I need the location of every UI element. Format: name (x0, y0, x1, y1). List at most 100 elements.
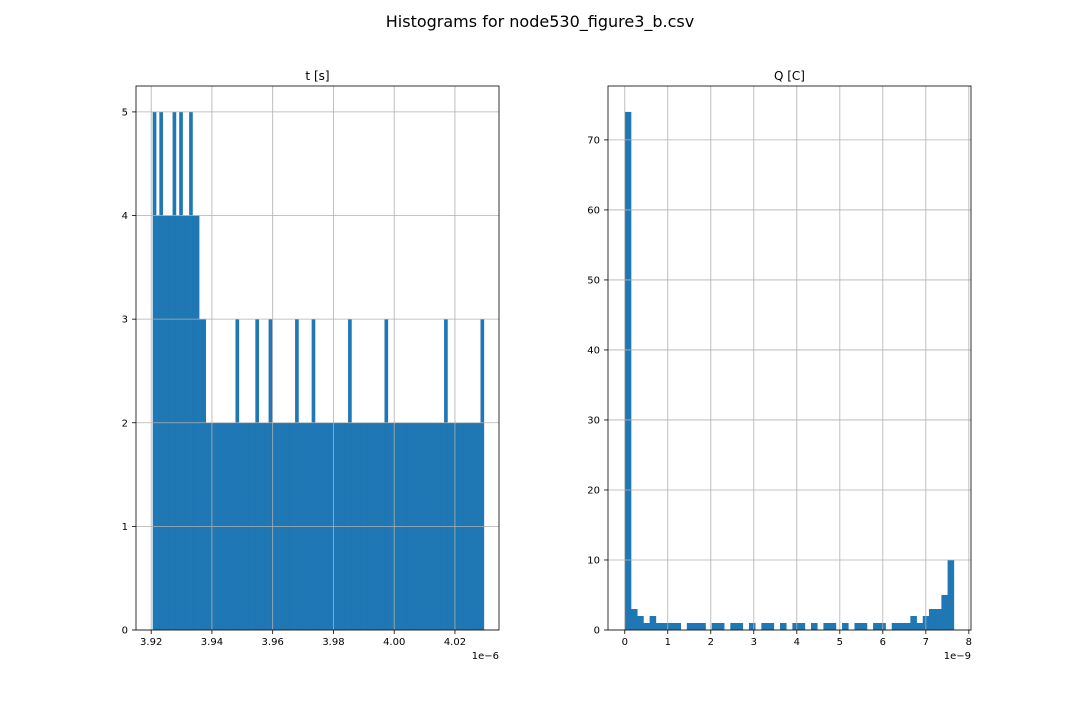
histogram-bar (655, 623, 663, 630)
histogram-bar (717, 623, 725, 630)
histogram-bar (172, 111, 177, 630)
histogram-bar (311, 319, 316, 630)
histogram-bar (935, 609, 942, 630)
histogram-bar (268, 319, 273, 630)
histogram-bar (444, 319, 448, 630)
histogram-bar (637, 616, 644, 630)
subplot-title-q: Q [C] (774, 69, 805, 83)
histogram-bar (860, 623, 868, 630)
histogram-bar (736, 623, 744, 630)
grid-q (608, 86, 971, 631)
histogram-bar (159, 111, 163, 630)
y-tick-label: 30 (587, 415, 600, 426)
x-tick-label: 3.94 (201, 637, 223, 648)
histogram-bar (199, 319, 203, 630)
y-tick-label: 70 (587, 135, 600, 146)
histogram-bar (674, 623, 681, 630)
histogram-bar (842, 623, 849, 630)
x-tick-label: 4.02 (444, 637, 466, 648)
histogram-bar (348, 319, 352, 630)
x-tick-label: 3.96 (262, 637, 284, 648)
y-tick-label: 1 (122, 522, 128, 533)
subplot-title-t: t [s] (305, 69, 329, 83)
histogram-bar (255, 319, 260, 630)
x-tick-label: 0 (622, 637, 628, 648)
histogram-bar (941, 594, 948, 630)
x-tick-label: 3.98 (322, 637, 344, 648)
histogram-bar (897, 623, 905, 630)
x-ticks-t: 3.92 3.94 3.96 3.98 4.00 4.02 (140, 630, 466, 648)
histogram-bar (767, 623, 775, 630)
histogram-bar (916, 623, 924, 630)
histogram-bar (711, 623, 719, 630)
axes-frame-t (135, 85, 500, 631)
histogram-bar (928, 609, 936, 630)
histogram-bar (662, 623, 669, 630)
histogram-bar (891, 623, 899, 630)
histogram-bar (798, 623, 806, 630)
y-ticks-t: 0 1 2 3 4 5 (122, 107, 136, 637)
x-tick-label: 3.92 (140, 637, 162, 648)
y-tick-label: 60 (587, 205, 600, 216)
figure-title: Histograms for node530_figure3_b.csv (386, 12, 694, 32)
x-tick-label: 4 (794, 637, 800, 648)
histogram-bar (873, 623, 880, 630)
histogram-bar (792, 623, 799, 630)
histogram-bar (686, 623, 694, 630)
y-tick-label: 40 (587, 345, 600, 356)
histogram-bar (904, 623, 911, 630)
x-tick-label: 6 (880, 637, 886, 648)
histogram-bar (699, 623, 706, 630)
histogram-bar (779, 623, 787, 630)
histogram-bar (624, 111, 632, 630)
x-scale-offset-label-q: 1e−9 (944, 651, 971, 662)
histogram-panel-q: 0 1 2 3 4 5 6 7 8 0 10 20 30 40 50 60 70 Q [C] 1e−9 (587, 69, 972, 662)
x-tick-label: 4.00 (383, 637, 405, 648)
y-tick-label: 0 (594, 626, 600, 637)
grid-t (136, 86, 499, 631)
histogram-bar (947, 559, 955, 630)
histogram-bar (643, 623, 650, 630)
histogram-bar (668, 623, 675, 630)
histogram-bar (811, 623, 818, 630)
histogram-bar (152, 111, 157, 630)
y-tick-label: 50 (587, 275, 600, 286)
y-tick-label: 3 (122, 315, 128, 326)
histogram-bar (748, 623, 756, 630)
x-tick-label: 5 (837, 637, 843, 648)
x-tick-label: 3 (751, 637, 757, 648)
histogram-bar (693, 623, 700, 630)
y-ticks-q: 0 10 20 30 40 50 60 70 (587, 135, 608, 637)
y-tick-label: 4 (122, 211, 128, 222)
histogram-bar (854, 623, 862, 630)
x-tick-label: 7 (923, 637, 929, 648)
x-ticks-q: 0 1 2 3 4 5 6 7 8 (622, 630, 972, 648)
x-tick-label: 1 (665, 637, 671, 648)
x-tick-label: 2 (708, 637, 714, 648)
y-tick-label: 0 (122, 626, 128, 637)
histogram-bar (910, 616, 917, 630)
histogram-bar (202, 319, 207, 630)
y-tick-label: 5 (122, 107, 128, 118)
histogram-bar (480, 319, 485, 630)
y-tick-label: 2 (122, 418, 128, 429)
axes-frame-q (607, 85, 972, 631)
histogram-bar (179, 111, 183, 630)
x-tick-label: 8 (966, 637, 972, 648)
histogram-bar (761, 623, 768, 630)
histogram-bar (630, 609, 638, 630)
histogram-bar (823, 623, 830, 630)
y-tick-label: 20 (587, 485, 600, 496)
histogram-bar (295, 319, 299, 630)
histogram-bar (649, 616, 657, 630)
y-tick-label: 10 (587, 555, 600, 566)
histogram-panel-t: 3.92 3.94 3.96 3.98 4.00 4.02 0 1 2 3 4 5 t [s] 1e−6 (122, 69, 500, 662)
histogram-bar (235, 319, 240, 630)
histogram-bar (189, 111, 193, 630)
bars-t (152, 111, 485, 630)
histogram-bar (730, 623, 737, 630)
histogram-bar (384, 319, 389, 630)
histogram-bar (829, 623, 837, 630)
x-scale-offset-label-t: 1e−6 (472, 651, 499, 662)
